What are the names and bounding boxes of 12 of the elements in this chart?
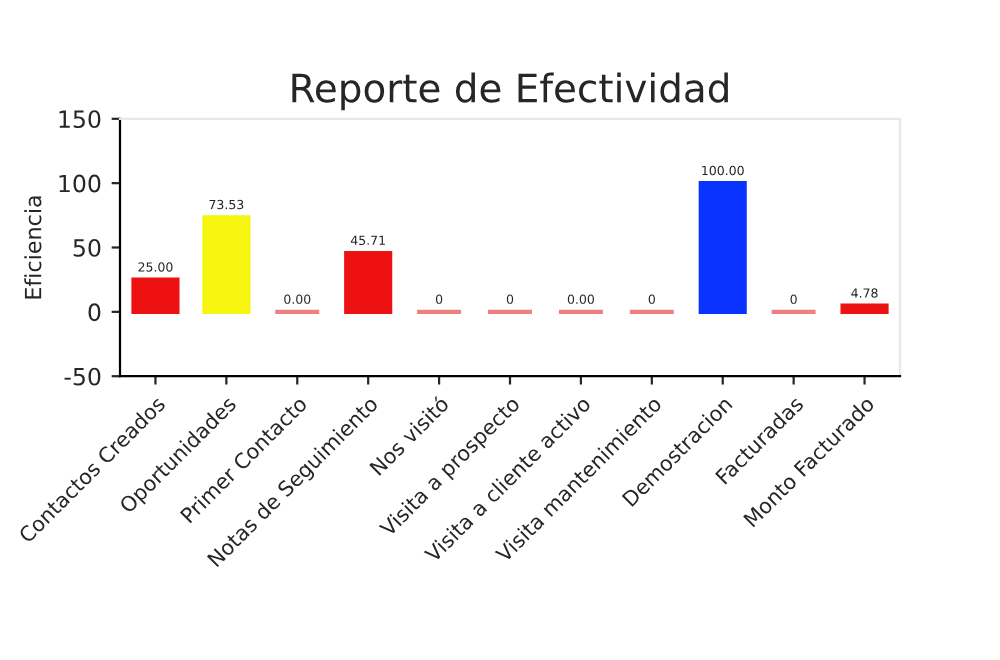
y-tick-label: 50 bbox=[73, 238, 101, 257]
y-axis-title: Eficiencia bbox=[24, 196, 42, 299]
bar bbox=[344, 250, 393, 314]
chart-title: Reporte de Efectividad bbox=[292, 72, 728, 111]
bar bbox=[840, 303, 889, 314]
y-tick-label: 100 bbox=[59, 174, 101, 193]
bar bbox=[698, 181, 747, 314]
y-tick-label: 150 bbox=[59, 110, 101, 129]
bar bbox=[131, 277, 180, 314]
y-tick-label: -50 bbox=[64, 367, 101, 386]
y-tick-label: 0 bbox=[88, 303, 101, 322]
bar bbox=[202, 215, 251, 314]
